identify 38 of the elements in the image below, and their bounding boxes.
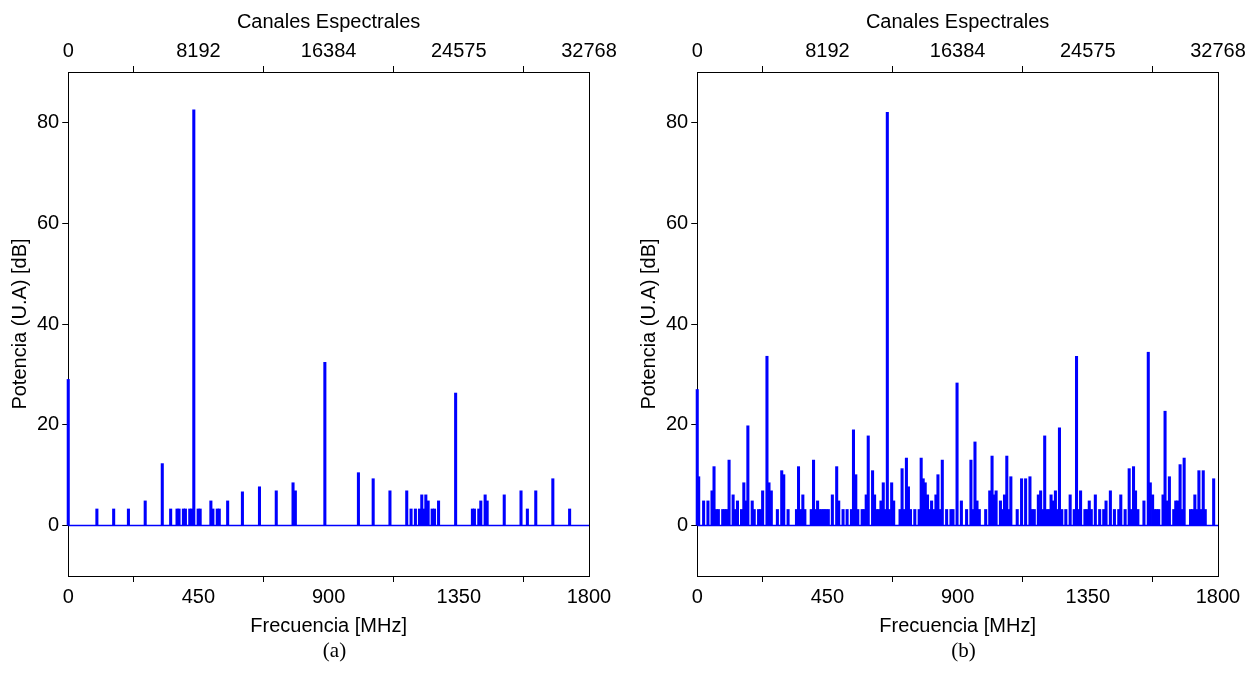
x-tick-label: 0 xyxy=(62,584,74,607)
x-tick-label: 900 xyxy=(311,584,346,607)
x2-tick-label: 24575 xyxy=(1059,38,1116,61)
x-tick-label: 1800 xyxy=(566,584,612,607)
x2-tick-label: 16384 xyxy=(929,38,986,61)
y-tick-label: 40 xyxy=(666,311,689,334)
x2-tick-label: 32768 xyxy=(1190,38,1246,61)
x2-axis-title: Canales Espectrales xyxy=(865,9,1050,32)
x2-axis-title: Canales Espectrales xyxy=(236,9,421,32)
text: (b) xyxy=(950,638,977,663)
y-axis-title: Potencia (U.A) [dB] xyxy=(636,238,659,410)
x-tick-label: 900 xyxy=(940,584,975,607)
x-tick-label: 1350 xyxy=(1065,584,1111,607)
y-tick-label: 80 xyxy=(37,109,60,132)
x2-tick-label: 16384 xyxy=(300,38,357,61)
y-tick-label: 20 xyxy=(666,412,689,435)
x-tick-label: 450 xyxy=(810,584,845,607)
x2-tick-label: 0 xyxy=(62,38,74,61)
y-axis-title: Potencia (U.A) [dB] xyxy=(7,238,30,410)
y-tick-label: 60 xyxy=(37,210,60,233)
x-axis-title: Frecuencia [MHz] xyxy=(879,613,1036,636)
x-axis-title: Frecuencia [MHz] xyxy=(250,613,407,636)
x2-tick-label: 24575 xyxy=(430,38,487,61)
x-tick-label: 1800 xyxy=(1195,584,1241,607)
y-tick-label: 40 xyxy=(37,311,60,334)
x-tick-label: 450 xyxy=(181,584,216,607)
x-tick-label: 1350 xyxy=(436,584,482,607)
x-tick-label: 0 xyxy=(691,584,703,607)
x2-tick-label: 32768 xyxy=(561,38,617,61)
x2-tick-label: 8192 xyxy=(805,38,850,61)
y-tick-label: 20 xyxy=(37,412,60,435)
y-tick-label: 0 xyxy=(677,513,689,536)
y-tick-label: 0 xyxy=(48,513,60,536)
x2-tick-label: 0 xyxy=(691,38,703,61)
y-tick-label: 80 xyxy=(666,109,689,132)
x2-tick-label: 8192 xyxy=(176,38,221,61)
y-tick-label: 60 xyxy=(666,210,689,233)
text: (a) xyxy=(321,638,348,663)
